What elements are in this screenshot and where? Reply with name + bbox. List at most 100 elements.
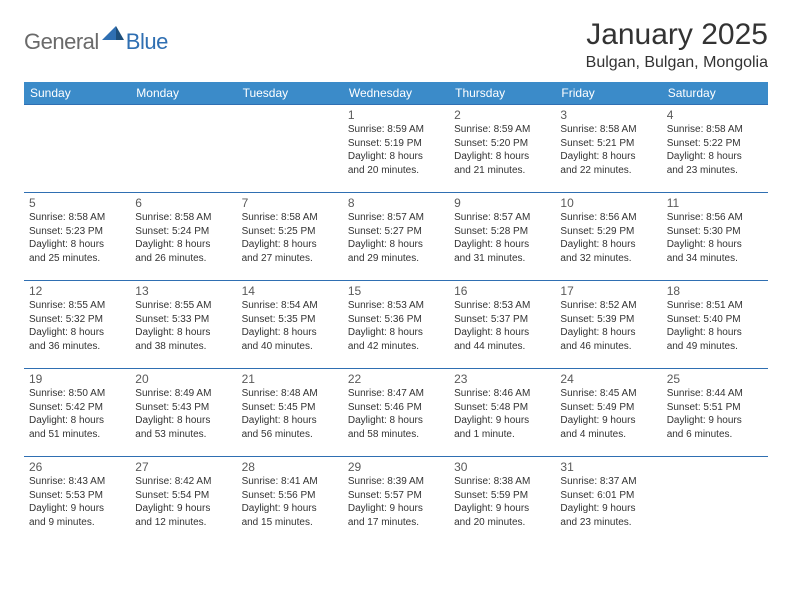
daylight-line1: Daylight: 9 hours bbox=[454, 414, 550, 428]
sunset-text: Sunset: 5:28 PM bbox=[454, 225, 550, 239]
daylight-line2: and 17 minutes. bbox=[348, 516, 444, 530]
sunrise-text: Sunrise: 8:46 AM bbox=[454, 387, 550, 401]
dayheader-monday: Monday bbox=[130, 82, 236, 105]
daylight-line1: Daylight: 8 hours bbox=[667, 238, 763, 252]
day-info: Sunrise: 8:53 AMSunset: 5:37 PMDaylight:… bbox=[454, 299, 550, 353]
day-info: Sunrise: 8:50 AMSunset: 5:42 PMDaylight:… bbox=[29, 387, 125, 441]
sunset-text: Sunset: 5:35 PM bbox=[242, 313, 338, 327]
day-info: Sunrise: 8:39 AMSunset: 5:57 PMDaylight:… bbox=[348, 475, 444, 529]
sunset-text: Sunset: 5:51 PM bbox=[667, 401, 763, 415]
daylight-line1: Daylight: 8 hours bbox=[560, 150, 656, 164]
sunrise-text: Sunrise: 8:54 AM bbox=[242, 299, 338, 313]
sunrise-text: Sunrise: 8:59 AM bbox=[348, 123, 444, 137]
sunset-text: Sunset: 5:53 PM bbox=[29, 489, 125, 503]
daylight-line2: and 49 minutes. bbox=[667, 340, 763, 354]
sunrise-text: Sunrise: 8:48 AM bbox=[242, 387, 338, 401]
dayheader-wednesday: Wednesday bbox=[343, 82, 449, 105]
day-info: Sunrise: 8:44 AMSunset: 5:51 PMDaylight:… bbox=[667, 387, 763, 441]
sunrise-text: Sunrise: 8:57 AM bbox=[454, 211, 550, 225]
day-info: Sunrise: 8:52 AMSunset: 5:39 PMDaylight:… bbox=[560, 299, 656, 353]
sunset-text: Sunset: 5:59 PM bbox=[454, 489, 550, 503]
daylight-line1: Daylight: 8 hours bbox=[29, 414, 125, 428]
month-title: January 2025 bbox=[586, 18, 768, 52]
day-info: Sunrise: 8:41 AMSunset: 5:56 PMDaylight:… bbox=[242, 475, 338, 529]
sunset-text: Sunset: 5:21 PM bbox=[560, 137, 656, 151]
dayheader-thursday: Thursday bbox=[449, 82, 555, 105]
daylight-line1: Daylight: 8 hours bbox=[560, 238, 656, 252]
day-number: 3 bbox=[560, 108, 656, 122]
sunset-text: Sunset: 5:36 PM bbox=[348, 313, 444, 327]
day-info: Sunrise: 8:55 AMSunset: 5:33 PMDaylight:… bbox=[135, 299, 231, 353]
calendar-day-cell: 13Sunrise: 8:55 AMSunset: 5:33 PMDayligh… bbox=[130, 281, 236, 369]
day-info: Sunrise: 8:46 AMSunset: 5:48 PMDaylight:… bbox=[454, 387, 550, 441]
day-number: 4 bbox=[667, 108, 763, 122]
daylight-line1: Daylight: 9 hours bbox=[560, 414, 656, 428]
sunrise-text: Sunrise: 8:51 AM bbox=[667, 299, 763, 313]
daylight-line2: and 23 minutes. bbox=[667, 164, 763, 178]
daylight-line1: Daylight: 8 hours bbox=[135, 414, 231, 428]
daylight-line2: and 20 minutes. bbox=[454, 516, 550, 530]
sunrise-text: Sunrise: 8:44 AM bbox=[667, 387, 763, 401]
sunrise-text: Sunrise: 8:47 AM bbox=[348, 387, 444, 401]
daylight-line1: Daylight: 8 hours bbox=[29, 326, 125, 340]
calendar-day-cell: 4Sunrise: 8:58 AMSunset: 5:22 PMDaylight… bbox=[662, 105, 768, 193]
daylight-line2: and 23 minutes. bbox=[560, 516, 656, 530]
daylight-line1: Daylight: 8 hours bbox=[348, 238, 444, 252]
calendar-body: 1Sunrise: 8:59 AMSunset: 5:19 PMDaylight… bbox=[24, 105, 768, 545]
calendar-day-cell: 2Sunrise: 8:59 AMSunset: 5:20 PMDaylight… bbox=[449, 105, 555, 193]
daylight-line2: and 53 minutes. bbox=[135, 428, 231, 442]
daylight-line2: and 15 minutes. bbox=[242, 516, 338, 530]
calendar-day-cell: 28Sunrise: 8:41 AMSunset: 5:56 PMDayligh… bbox=[237, 457, 343, 545]
daylight-line2: and 31 minutes. bbox=[454, 252, 550, 266]
sunrise-text: Sunrise: 8:56 AM bbox=[667, 211, 763, 225]
daylight-line2: and 27 minutes. bbox=[242, 252, 338, 266]
daylight-line1: Daylight: 9 hours bbox=[667, 414, 763, 428]
daylight-line2: and 20 minutes. bbox=[348, 164, 444, 178]
calendar-day-cell: 18Sunrise: 8:51 AMSunset: 5:40 PMDayligh… bbox=[662, 281, 768, 369]
sunrise-text: Sunrise: 8:45 AM bbox=[560, 387, 656, 401]
day-number: 9 bbox=[454, 196, 550, 210]
calendar-day-cell: 9Sunrise: 8:57 AMSunset: 5:28 PMDaylight… bbox=[449, 193, 555, 281]
calendar-day-cell: 24Sunrise: 8:45 AMSunset: 5:49 PMDayligh… bbox=[555, 369, 661, 457]
day-info: Sunrise: 8:49 AMSunset: 5:43 PMDaylight:… bbox=[135, 387, 231, 441]
dayheader-tuesday: Tuesday bbox=[237, 82, 343, 105]
daylight-line1: Daylight: 8 hours bbox=[560, 326, 656, 340]
calendar-day-cell: 10Sunrise: 8:56 AMSunset: 5:29 PMDayligh… bbox=[555, 193, 661, 281]
day-info: Sunrise: 8:56 AMSunset: 5:29 PMDaylight:… bbox=[560, 211, 656, 265]
daylight-line2: and 46 minutes. bbox=[560, 340, 656, 354]
calendar-day-cell: 31Sunrise: 8:37 AMSunset: 6:01 PMDayligh… bbox=[555, 457, 661, 545]
day-number: 31 bbox=[560, 460, 656, 474]
daylight-line1: Daylight: 9 hours bbox=[348, 502, 444, 516]
day-number: 30 bbox=[454, 460, 550, 474]
daylight-line2: and 1 minute. bbox=[454, 428, 550, 442]
calendar-page: General Blue January 2025 Bulgan, Bulgan… bbox=[0, 0, 792, 563]
calendar-day-cell: 14Sunrise: 8:54 AMSunset: 5:35 PMDayligh… bbox=[237, 281, 343, 369]
sunset-text: Sunset: 5:30 PM bbox=[667, 225, 763, 239]
calendar-day-cell: 3Sunrise: 8:58 AMSunset: 5:21 PMDaylight… bbox=[555, 105, 661, 193]
title-block: January 2025 Bulgan, Bulgan, Mongolia bbox=[586, 18, 768, 72]
sunrise-text: Sunrise: 8:58 AM bbox=[242, 211, 338, 225]
sunrise-text: Sunrise: 8:49 AM bbox=[135, 387, 231, 401]
sunset-text: Sunset: 5:48 PM bbox=[454, 401, 550, 415]
logo-text-blue: Blue bbox=[126, 29, 168, 55]
sunset-text: Sunset: 5:40 PM bbox=[667, 313, 763, 327]
sunset-text: Sunset: 5:32 PM bbox=[29, 313, 125, 327]
sunrise-text: Sunrise: 8:55 AM bbox=[29, 299, 125, 313]
logo-text-general: General bbox=[24, 29, 99, 55]
daylight-line2: and 29 minutes. bbox=[348, 252, 444, 266]
sunset-text: Sunset: 5:33 PM bbox=[135, 313, 231, 327]
day-number: 1 bbox=[348, 108, 444, 122]
day-info: Sunrise: 8:58 AMSunset: 5:24 PMDaylight:… bbox=[135, 211, 231, 265]
calendar-empty-cell bbox=[237, 105, 343, 193]
day-info: Sunrise: 8:59 AMSunset: 5:20 PMDaylight:… bbox=[454, 123, 550, 177]
calendar-day-cell: 6Sunrise: 8:58 AMSunset: 5:24 PMDaylight… bbox=[130, 193, 236, 281]
sunrise-text: Sunrise: 8:56 AM bbox=[560, 211, 656, 225]
day-info: Sunrise: 8:57 AMSunset: 5:28 PMDaylight:… bbox=[454, 211, 550, 265]
header: General Blue January 2025 Bulgan, Bulgan… bbox=[24, 18, 768, 72]
day-info: Sunrise: 8:57 AMSunset: 5:27 PMDaylight:… bbox=[348, 211, 444, 265]
day-header-row: Sunday Monday Tuesday Wednesday Thursday… bbox=[24, 82, 768, 105]
daylight-line2: and 9 minutes. bbox=[29, 516, 125, 530]
day-info: Sunrise: 8:47 AMSunset: 5:46 PMDaylight:… bbox=[348, 387, 444, 441]
sunrise-text: Sunrise: 8:39 AM bbox=[348, 475, 444, 489]
day-number: 5 bbox=[29, 196, 125, 210]
